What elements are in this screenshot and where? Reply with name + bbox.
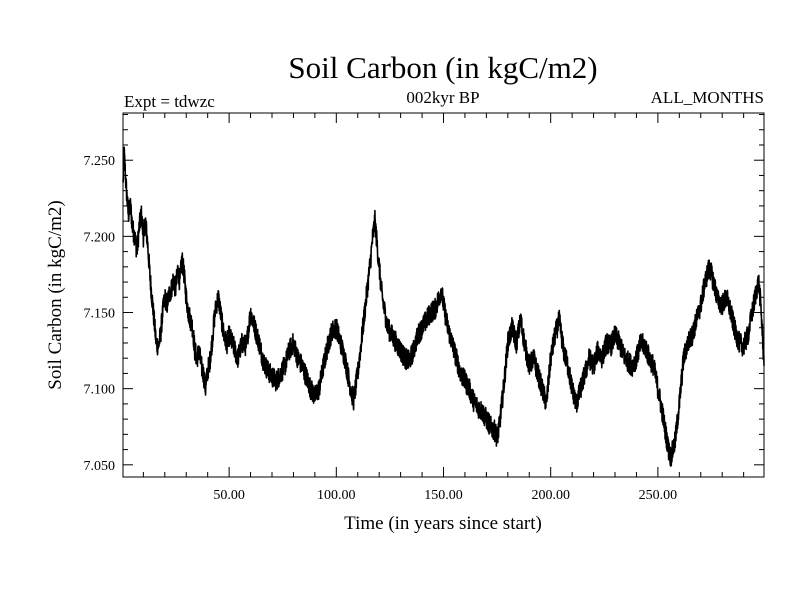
x-tick-label: 150.00	[424, 488, 463, 503]
x-tick-label: 250.00	[639, 488, 678, 503]
y-tick-label: 7.100	[84, 383, 116, 398]
x-tick-label: 50.00	[213, 488, 245, 503]
chart-title: Soil Carbon (in kgC/m2)	[288, 50, 597, 85]
series-layer	[122, 146, 765, 467]
soil-carbon-series-line	[122, 146, 765, 467]
y-tick-label: 7.050	[84, 459, 116, 474]
y-axis-label: Soil Carbon (in kgC/m2)	[45, 200, 66, 389]
y-tick-label: 7.200	[84, 230, 116, 245]
y-tick-label: 7.150	[84, 307, 116, 322]
months-label: ALL_MONTHS	[651, 88, 764, 107]
ticks-layer: 50.00 100.00 150.00 200.00 250.00 7.050 7.100 7…	[84, 113, 764, 503]
experiment-label: Expt = tdwzc	[124, 92, 215, 111]
x-tick-label: 100.00	[317, 488, 356, 503]
plot-frame	[122, 112, 765, 478]
x-tick-label: 200.00	[531, 488, 570, 503]
x-axis-label: Time (in years since start)	[344, 513, 542, 534]
period-label: 002kyr BP	[406, 88, 479, 107]
y-tick-label: 7.250	[84, 154, 116, 169]
